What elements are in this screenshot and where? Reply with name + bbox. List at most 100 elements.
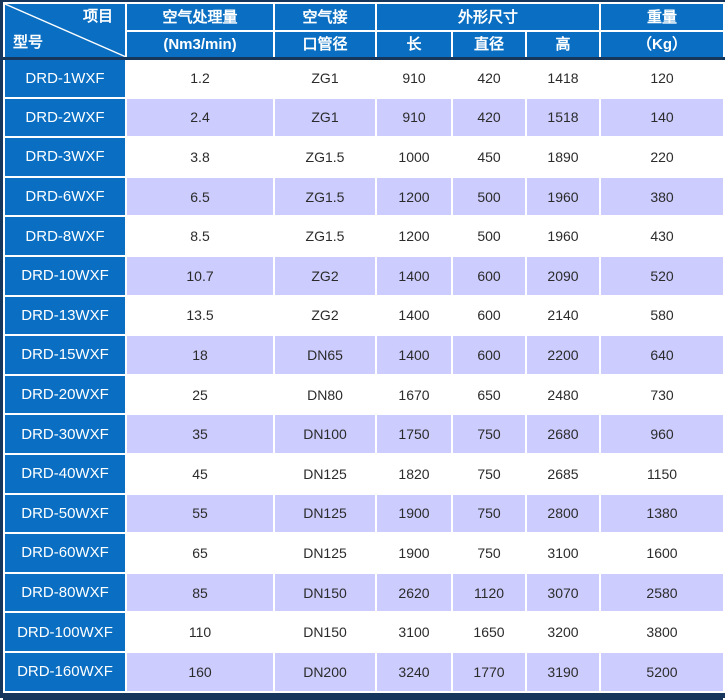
table-row: DRD-160WXF 160 DN200 3240 1770 3190 5200: [3, 650, 725, 693]
value-cell: DN150: [273, 571, 377, 614]
value-cell: 420: [451, 57, 527, 99]
value-cell: 430: [599, 215, 725, 257]
value-cell: 1400: [375, 334, 453, 376]
model-cell: DRD-40WXF: [3, 452, 127, 495]
table-row: DRD-80WXF 85 DN150 2620 1120 3070 2580: [3, 571, 725, 614]
value-cell: ZG1: [273, 57, 377, 99]
value-cell: 1400: [375, 294, 453, 337]
spec-table: 项目 型号 空气处理量 空气接 外形尺寸 重量 (Nm3/min) 口管径 长 …: [3, 2, 725, 693]
value-cell: 1900: [375, 492, 453, 535]
table-row: DRD-2WXF 2.4 ZG1 910 420 1518 140: [3, 96, 725, 139]
table-row: DRD-6WXF 6.5 ZG1.5 1200 500 1960 380: [3, 175, 725, 218]
value-cell: 65: [125, 532, 275, 574]
value-cell: 55: [125, 492, 275, 535]
value-cell: 120: [599, 57, 725, 99]
value-cell: DN200: [273, 650, 377, 693]
header-air-pipe-line2: 口管径: [273, 30, 377, 60]
value-cell: 18: [125, 334, 275, 376]
value-cell: 1960: [525, 175, 601, 218]
header-dim-height: 高: [525, 30, 601, 60]
value-cell: 500: [451, 175, 527, 218]
value-cell: 85: [125, 571, 275, 614]
header-dim-diameter: 直径: [451, 30, 527, 60]
value-cell: 960: [599, 413, 725, 455]
model-cell: DRD-1WXF: [3, 57, 127, 99]
model-cell: DRD-3WXF: [3, 136, 127, 178]
model-cell: DRD-160WXF: [3, 650, 127, 693]
value-cell: ZG1: [273, 96, 377, 139]
model-cell: DRD-100WXF: [3, 611, 127, 653]
value-cell: 1960: [525, 215, 601, 257]
value-cell: 2.4: [125, 96, 275, 139]
header-air-volume: 空气处理量: [125, 2, 275, 32]
value-cell: 1200: [375, 175, 453, 218]
value-cell: 1418: [525, 57, 601, 99]
value-cell: 220: [599, 136, 725, 178]
model-cell: DRD-13WXF: [3, 294, 127, 337]
value-cell: 2580: [599, 571, 725, 614]
header-weight-unit: （Kg）: [599, 30, 725, 60]
value-cell: 3100: [375, 611, 453, 653]
value-cell: 520: [599, 254, 725, 297]
value-cell: 2480: [525, 373, 601, 416]
value-cell: ZG1.5: [273, 215, 377, 257]
value-cell: 600: [451, 294, 527, 337]
value-cell: 3100: [525, 532, 601, 574]
value-cell: 380: [599, 175, 725, 218]
diagonal-divider-line: [5, 4, 125, 57]
value-cell: 3240: [375, 650, 453, 693]
value-cell: 450: [451, 136, 527, 178]
value-cell: 650: [451, 373, 527, 416]
value-cell: 2140: [525, 294, 601, 337]
value-cell: 1120: [451, 571, 527, 614]
corner-model-label: 型号: [13, 33, 44, 51]
header-air-pipe: 空气接: [273, 2, 377, 32]
table-row: DRD-30WXF 35 DN100 1750 750 2680 960: [3, 413, 725, 455]
value-cell: DN125: [273, 452, 377, 495]
model-cell: DRD-30WXF: [3, 413, 127, 455]
value-cell: DN65: [273, 334, 377, 376]
value-cell: 750: [451, 532, 527, 574]
value-cell: 160: [125, 650, 275, 693]
header-dimensions-group: 外形尺寸: [375, 2, 601, 32]
value-cell: DN150: [273, 611, 377, 653]
value-cell: 1150: [599, 452, 725, 495]
table-row: DRD-15WXF 18 DN65 1400 600 2200 640: [3, 334, 725, 376]
value-cell: 2200: [525, 334, 601, 376]
value-cell: 35: [125, 413, 275, 455]
value-cell: 25: [125, 373, 275, 416]
model-cell: DRD-50WXF: [3, 492, 127, 535]
value-cell: 600: [451, 334, 527, 376]
value-cell: 1900: [375, 532, 453, 574]
value-cell: 8.5: [125, 215, 275, 257]
header-weight: 重量: [599, 2, 725, 32]
value-cell: 910: [375, 96, 453, 139]
value-cell: 910: [375, 57, 453, 99]
table-row: DRD-50WXF 55 DN125 1900 750 2800 1380: [3, 492, 725, 535]
model-cell: DRD-2WXF: [3, 96, 127, 139]
value-cell: DN125: [273, 492, 377, 535]
model-cell: DRD-8WXF: [3, 215, 127, 257]
value-cell: 2620: [375, 571, 453, 614]
value-cell: 2680: [525, 413, 601, 455]
value-cell: 6.5: [125, 175, 275, 218]
value-cell: 1200: [375, 215, 453, 257]
table-row: DRD-20WXF 25 DN80 1670 650 2480 730: [3, 373, 725, 416]
value-cell: 1750: [375, 413, 453, 455]
value-cell: ZG1.5: [273, 136, 377, 178]
table-header: 项目 型号 空气处理量 空气接 外形尺寸 重量 (Nm3/min) 口管径 长 …: [3, 2, 725, 60]
value-cell: DN100: [273, 413, 377, 455]
value-cell: 2685: [525, 452, 601, 495]
value-cell: 730: [599, 373, 725, 416]
value-cell: 600: [451, 254, 527, 297]
value-cell: 1380: [599, 492, 725, 535]
value-cell: 13.5: [125, 294, 275, 337]
table-row: DRD-8WXF 8.5 ZG1.5 1200 500 1960 430: [3, 215, 725, 257]
model-cell: DRD-15WXF: [3, 334, 127, 376]
value-cell: 1400: [375, 254, 453, 297]
value-cell: 3200: [525, 611, 601, 653]
value-cell: 1770: [451, 650, 527, 693]
value-cell: 3070: [525, 571, 601, 614]
value-cell: 1820: [375, 452, 453, 495]
